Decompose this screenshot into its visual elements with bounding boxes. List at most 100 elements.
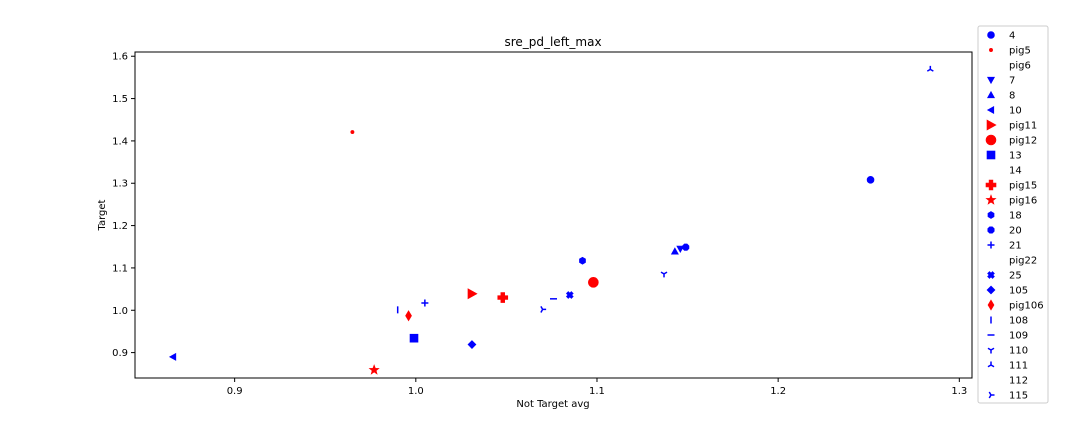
legend-marker-18 <box>987 211 995 219</box>
data-point-21 <box>421 299 429 307</box>
data-point-105 <box>467 340 477 349</box>
legend-marker-pig16 <box>985 194 997 205</box>
data-point-4 <box>866 176 875 184</box>
legend-item-111: 111 <box>987 361 1028 372</box>
legend-item-25: 25 <box>987 271 1022 282</box>
legend-item-109: 109 <box>987 331 1028 342</box>
legend-marker-pig5 <box>989 48 993 52</box>
legend-item-112: 112 <box>1009 376 1028 387</box>
legend-item-pig22: pig22 <box>1009 256 1037 267</box>
legend-marker-pig12 <box>985 134 997 146</box>
x-tick-label: 1.2 <box>770 386 786 397</box>
legend-marker-13 <box>986 150 996 160</box>
legend-label: pig12 <box>1009 136 1037 147</box>
y-tick-label: 1.3 <box>112 179 128 190</box>
legend-item-21: 21 <box>987 241 1022 252</box>
legend-label: pig15 <box>1009 181 1037 192</box>
x-axis-label: Not Target avg <box>516 399 589 410</box>
legend-box <box>977 25 1049 404</box>
data-points <box>168 65 934 375</box>
legend-marker-105 <box>986 285 996 295</box>
legend-label: 20 <box>1009 226 1022 237</box>
legend-item-7: 7 <box>986 76 1015 87</box>
legend-marker-10 <box>986 105 995 115</box>
legend-marker-20 <box>987 226 995 234</box>
legend-item-pig11: pig11 <box>986 119 1037 132</box>
legend-label: 115 <box>1009 391 1028 402</box>
legend-marker-pig11 <box>986 119 997 131</box>
legend-marker-7 <box>986 76 996 85</box>
legend-item-18: 18 <box>987 211 1022 222</box>
x-tick-label: 1.3 <box>951 386 967 397</box>
data-point-110 <box>660 271 668 278</box>
legend-label: pig6 <box>1009 61 1031 72</box>
legend-item-pig16: pig16 <box>985 194 1037 207</box>
legend-item-pig6: pig6 <box>1009 61 1031 72</box>
data-point-pig106 <box>405 310 412 322</box>
x-tick-label: 1.1 <box>589 386 605 397</box>
legend-item-pig15: pig15 <box>985 179 1037 192</box>
y-axis-ticks: 0.9 1.0 1.1 1.2 1.3 1.4 1.5 1.6 <box>112 52 135 359</box>
legend-marker-pig106 <box>987 299 995 311</box>
legend-item-115: 115 <box>988 391 1028 402</box>
legend-label: pig5 <box>1009 46 1031 57</box>
x-tick-label: 0.9 <box>227 386 243 397</box>
data-point-111 <box>926 65 934 72</box>
legend-marker-110 <box>987 347 995 354</box>
legend-item-14: 14 <box>1009 166 1022 177</box>
legend-label: 21 <box>1009 241 1022 252</box>
legend-item-8: 8 <box>986 90 1015 102</box>
legend-item-pig106: pig106 <box>987 299 1044 312</box>
legend-label: 14 <box>1009 166 1022 177</box>
y-tick-label: 1.0 <box>112 306 128 317</box>
x-axis-ticks: 0.9 1.0 1.1 1.2 1.3 <box>227 378 967 397</box>
x-tick-label: 1.0 <box>408 386 424 397</box>
y-tick-label: 0.9 <box>112 348 128 359</box>
legend-label: 105 <box>1009 286 1028 297</box>
y-tick-label: 1.2 <box>112 221 128 232</box>
legend: 4 pig5 pig6 7 8 10 pig11 pig12 13 14 pig15 pig16 18 2… <box>977 25 1049 404</box>
y-tick-label: 1.6 <box>112 52 128 63</box>
legend-marker-21 <box>987 241 995 249</box>
data-point-18 <box>579 256 586 265</box>
data-point-13 <box>409 333 419 343</box>
legend-label: 25 <box>1009 271 1022 282</box>
chart-title: sre_pd_left_max <box>504 35 601 49</box>
legend-items: 4 pig5 pig6 7 8 10 pig11 pig12 13 14 pig15 pig16 18 2… <box>985 31 1044 402</box>
legend-item-110: 110 <box>987 346 1028 357</box>
data-point-20 <box>682 243 690 251</box>
data-point-pig16 <box>368 364 380 375</box>
legend-marker-4 <box>987 31 995 39</box>
legend-item-108: 108 <box>990 316 1028 327</box>
legend-item-pig5: pig5 <box>989 46 1031 57</box>
legend-marker-111 <box>987 361 995 368</box>
data-point-10 <box>168 352 177 361</box>
legend-marker-pig15 <box>985 179 997 191</box>
legend-label: 7 <box>1009 76 1015 87</box>
data-point-115 <box>540 306 547 313</box>
legend-label: 110 <box>1009 346 1028 357</box>
legend-item-13: 13 <box>986 150 1022 162</box>
legend-label: pig16 <box>1009 196 1037 207</box>
legend-label: pig11 <box>1009 121 1037 132</box>
plot-area <box>134 51 973 379</box>
y-axis-label: Target <box>97 199 108 231</box>
legend-label: 111 <box>1009 361 1028 372</box>
data-point-pig12 <box>588 277 599 288</box>
legend-item-4: 4 <box>987 31 1015 42</box>
legend-marker-8 <box>986 90 996 99</box>
legend-item-10: 10 <box>986 105 1022 117</box>
data-point-25 <box>565 291 574 299</box>
legend-label: 8 <box>1009 91 1015 102</box>
legend-label: 18 <box>1009 211 1022 222</box>
legend-label: 4 <box>1009 31 1015 42</box>
legend-item-pig12: pig12 <box>985 134 1037 147</box>
y-tick-label: 1.4 <box>112 136 128 147</box>
legend-label: pig106 <box>1009 301 1044 312</box>
legend-label: 13 <box>1009 151 1022 162</box>
legend-item-105: 105 <box>986 285 1028 297</box>
legend-label: 112 <box>1009 376 1028 387</box>
legend-label: 109 <box>1009 331 1028 342</box>
data-point-pig5 <box>350 130 355 134</box>
